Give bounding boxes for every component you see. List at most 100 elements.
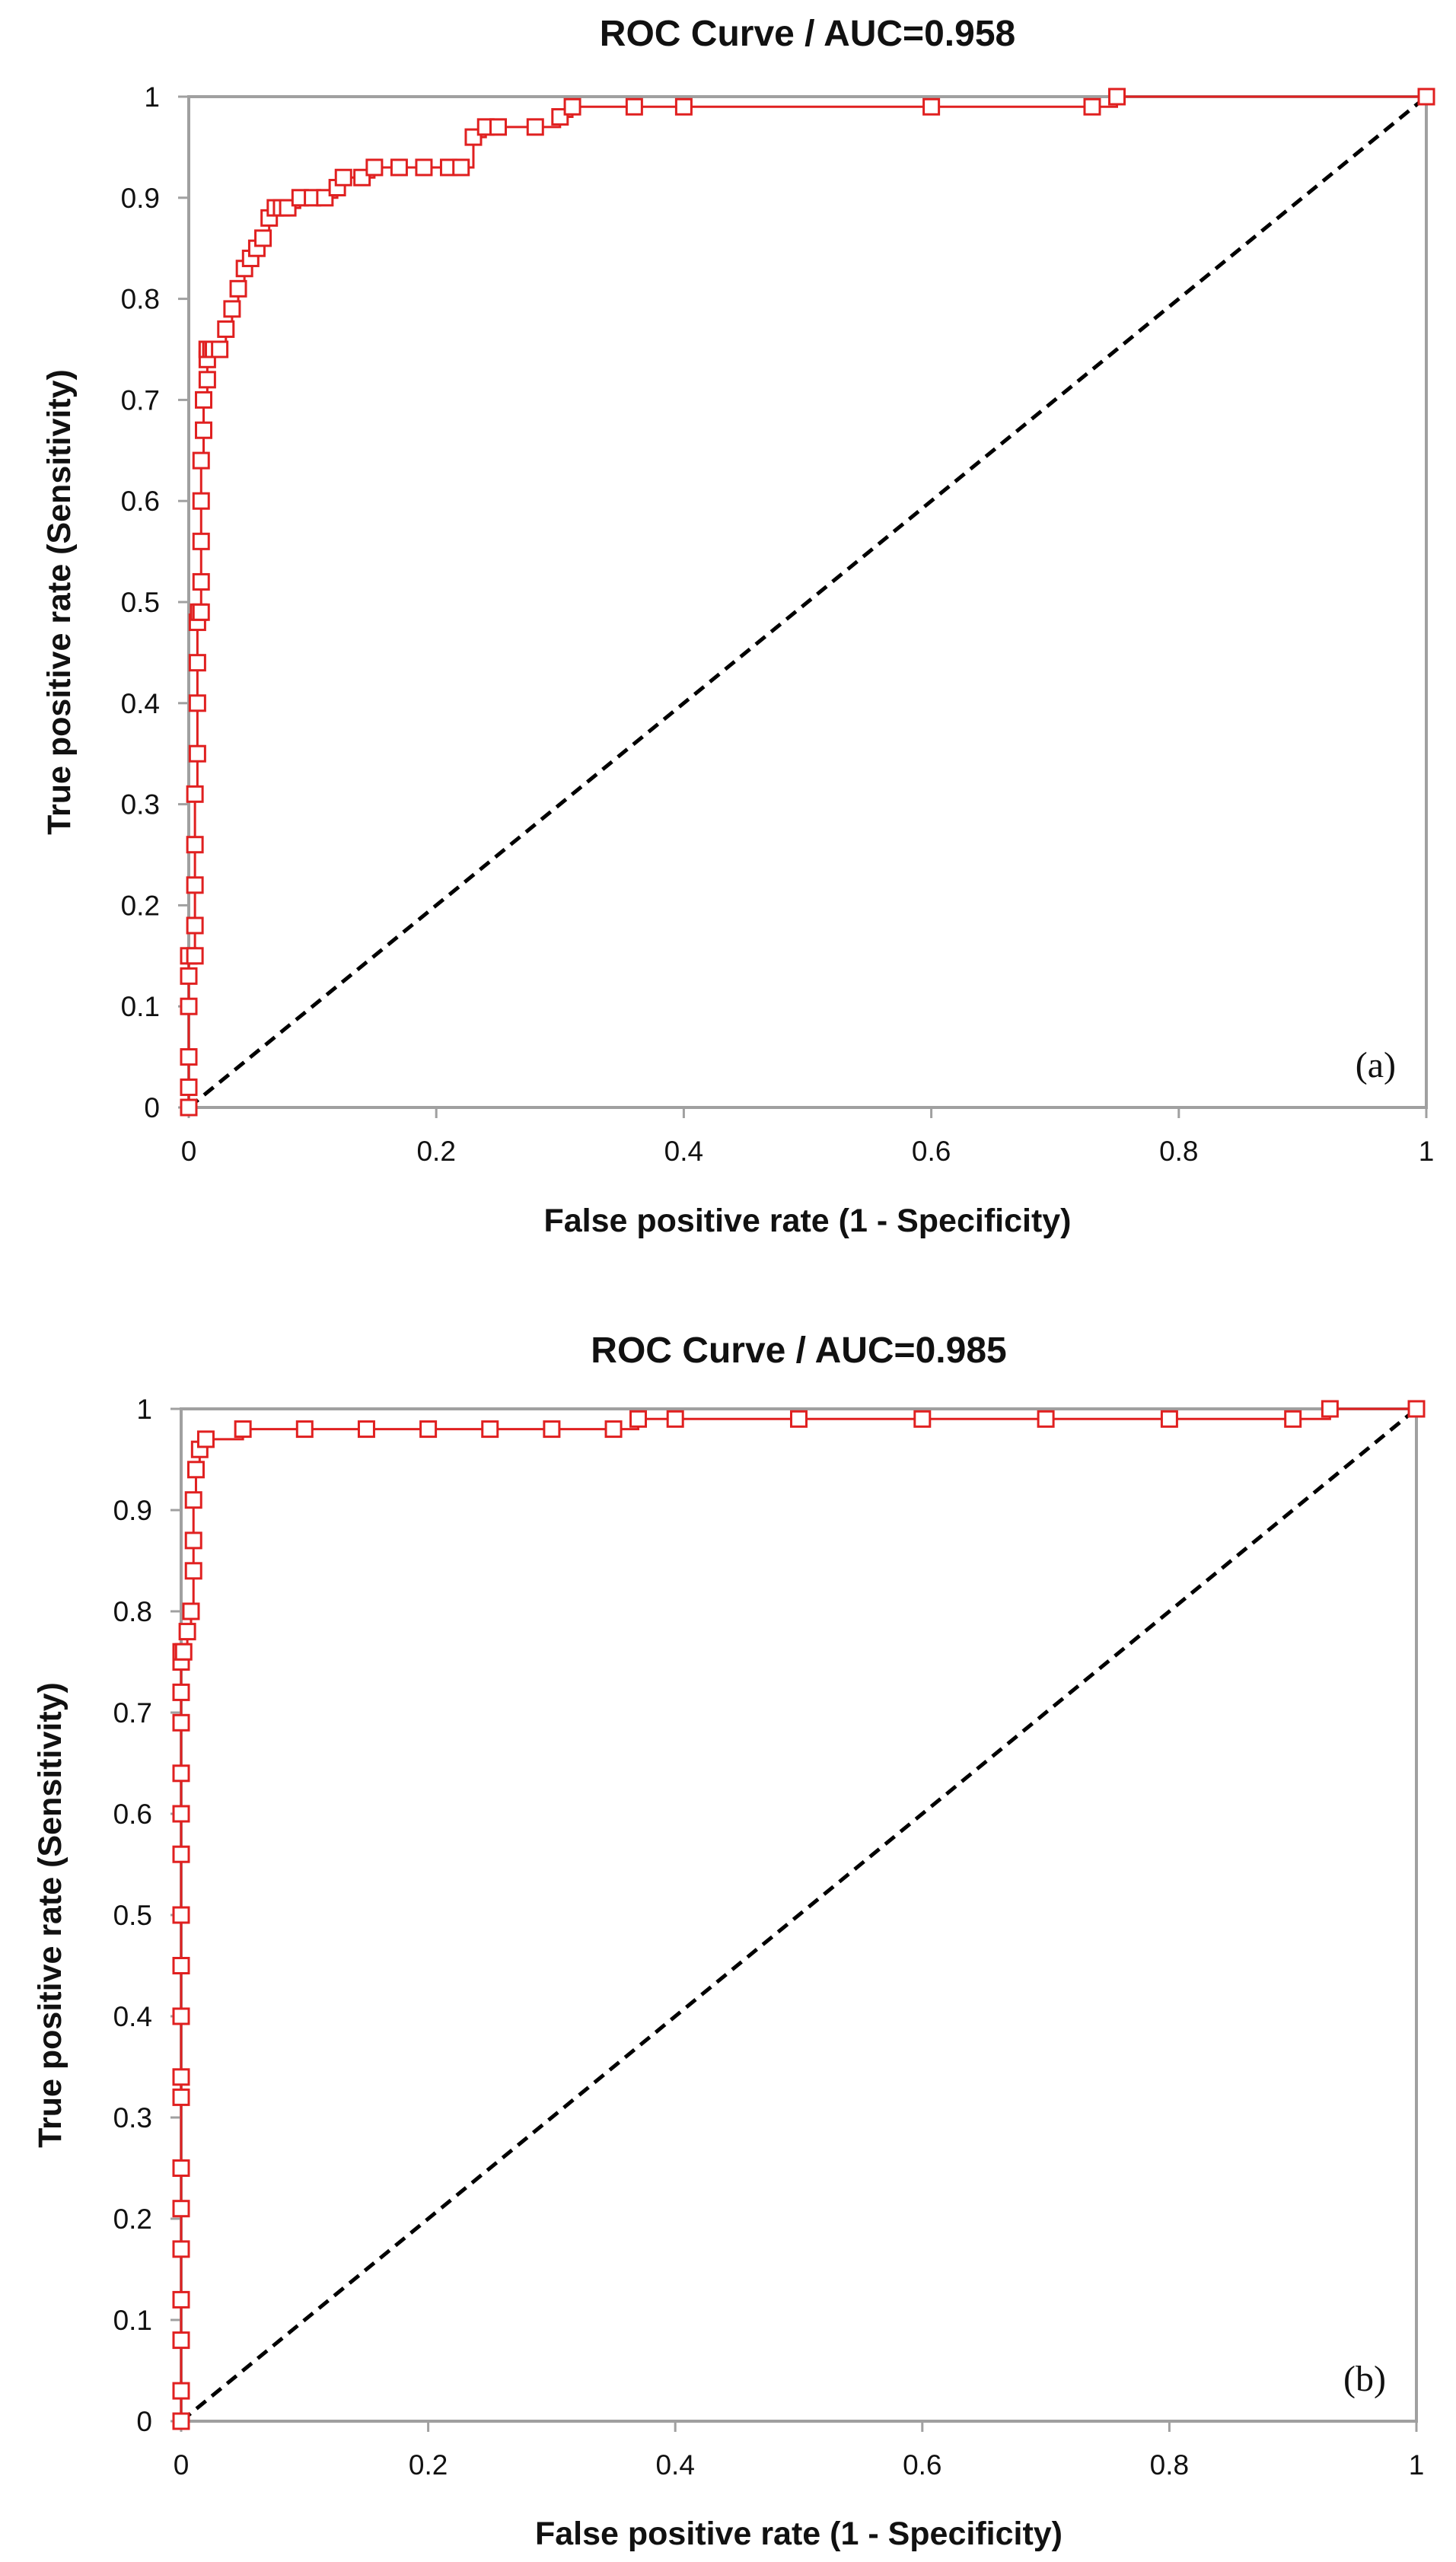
- roc-point: [1417, 88, 1435, 106]
- roc-point: [481, 1420, 499, 1439]
- x-tick-label: 1: [1419, 1136, 1435, 1167]
- y-tick-label: 0.1: [113, 2305, 152, 2336]
- roc-point: [180, 1048, 198, 1066]
- y-tick-label: 0.8: [113, 1596, 152, 1627]
- roc-point: [913, 1410, 932, 1428]
- roc-point: [629, 1410, 648, 1428]
- roc-point: [526, 118, 544, 136]
- roc-point: [172, 2412, 190, 2430]
- x-axis-label: False positive rate (1 - Specificity): [543, 1203, 1071, 1239]
- roc-point: [419, 1420, 438, 1439]
- roc-point: [186, 876, 204, 894]
- roc-point: [604, 1420, 623, 1439]
- roc-point: [172, 2200, 190, 2218]
- roc-point: [1160, 1410, 1178, 1428]
- roc-point: [195, 421, 213, 439]
- roc-point: [184, 1491, 202, 1509]
- roc-point: [186, 836, 204, 854]
- chart-title: ROC Curve / AUC=0.958: [600, 14, 1015, 54]
- y-tick-label: 0.3: [121, 789, 160, 821]
- roc-chart-a: ROC Curve / AUC=0.958 0 0.1 0.2 0.3 0.4 0.5 0.6…: [41, 14, 1435, 1239]
- roc-point: [178, 1623, 196, 1641]
- roc-point: [195, 390, 213, 409]
- random-classifier-diagonal: [187, 95, 1428, 1109]
- y-tick-label: 0.4: [121, 688, 160, 719]
- x-tick-label: 0.4: [664, 1136, 703, 1167]
- roc-point: [172, 1764, 190, 1783]
- roc-point: [211, 340, 229, 358]
- y-tick-label: 0.5: [121, 587, 160, 618]
- roc-point: [198, 371, 216, 389]
- roc-point: [172, 1957, 190, 1974]
- y-tick-label: 0.6: [113, 1799, 152, 1830]
- roc-point: [192, 572, 210, 591]
- roc-point: [390, 158, 408, 177]
- panel-label: (a): [1356, 1045, 1396, 1085]
- roc-point: [180, 997, 198, 1015]
- roc-point: [172, 2331, 190, 2350]
- roc-point: [196, 1430, 215, 1448]
- roc-point: [172, 2159, 190, 2177]
- roc-point: [625, 97, 643, 116]
- x-tick-label: 0: [174, 2449, 190, 2481]
- roc-point: [186, 785, 204, 803]
- y-tick-label: 0: [136, 2406, 152, 2437]
- y-tick-label: 0.6: [121, 486, 160, 517]
- roc-point: [172, 2007, 190, 2025]
- roc-point: [188, 654, 206, 672]
- x-tick-label: 1: [1409, 2449, 1425, 2481]
- roc-point: [172, 1906, 190, 1924]
- y-tick-label: 0.7: [121, 384, 160, 416]
- roc-point: [188, 744, 206, 763]
- y-tick-label: 0.5: [113, 1900, 152, 1931]
- roc-point: [1407, 1400, 1426, 1418]
- roc-point: [452, 158, 470, 177]
- roc-point: [217, 320, 235, 338]
- roc-point: [172, 2088, 190, 2106]
- roc-point: [172, 2382, 190, 2400]
- roc-point: [1083, 97, 1101, 116]
- chart-title: ROC Curve / AUC=0.985: [591, 1330, 1006, 1371]
- roc-point: [295, 1420, 314, 1439]
- roc-chart-b: ROC Curve / AUC=0.985 0 0.1 0.2 0.3 0.4 0.5 0.6…: [32, 1330, 1426, 2552]
- roc-point: [334, 168, 352, 186]
- y-axis-label: True positive rate (Sensitivity): [41, 369, 78, 835]
- x-tick-label: 0.4: [655, 2449, 694, 2481]
- roc-point: [543, 1420, 561, 1439]
- roc-point: [254, 229, 272, 247]
- roc-point: [172, 1683, 190, 1701]
- roc-point: [223, 300, 241, 318]
- roc-point: [180, 1078, 198, 1096]
- roc-point: [188, 694, 206, 712]
- roc-point: [229, 279, 247, 298]
- roc-point: [184, 1531, 202, 1550]
- x-tick-label: 0.8: [1150, 2449, 1189, 2481]
- roc-point: [172, 1845, 190, 1863]
- x-axis-label: False positive rate (1 - Specificity): [535, 2516, 1063, 2552]
- roc-point: [922, 97, 941, 116]
- roc-point: [489, 118, 507, 136]
- roc-point: [192, 532, 210, 550]
- y-tick-label: 0.7: [113, 1697, 152, 1729]
- x-tick-label: 0.2: [416, 1136, 455, 1167]
- y-axis-label: True positive rate (Sensitivity): [32, 1682, 68, 2148]
- y-tick-label: 0.2: [121, 890, 160, 921]
- roc-point: [184, 1562, 202, 1580]
- roc-point: [192, 603, 210, 621]
- y-tick-label: 0.4: [113, 2001, 152, 2032]
- roc-point: [192, 492, 210, 510]
- x-tick-label: 0.8: [1159, 1136, 1198, 1167]
- roc-point: [415, 158, 433, 177]
- roc-point: [172, 1805, 190, 1823]
- x-tick-label: 0.6: [903, 2449, 941, 2481]
- roc-point: [192, 451, 210, 470]
- roc-point: [365, 158, 384, 177]
- x-tick-label: 0.6: [912, 1136, 951, 1167]
- y-tick-label: 0.9: [113, 1495, 152, 1526]
- x-tick-label: 0: [181, 1136, 197, 1167]
- y-tick-label: 0.8: [121, 284, 160, 315]
- roc-point: [790, 1410, 808, 1428]
- roc-point: [172, 2290, 190, 2309]
- y-tick-label: 0: [144, 1092, 160, 1123]
